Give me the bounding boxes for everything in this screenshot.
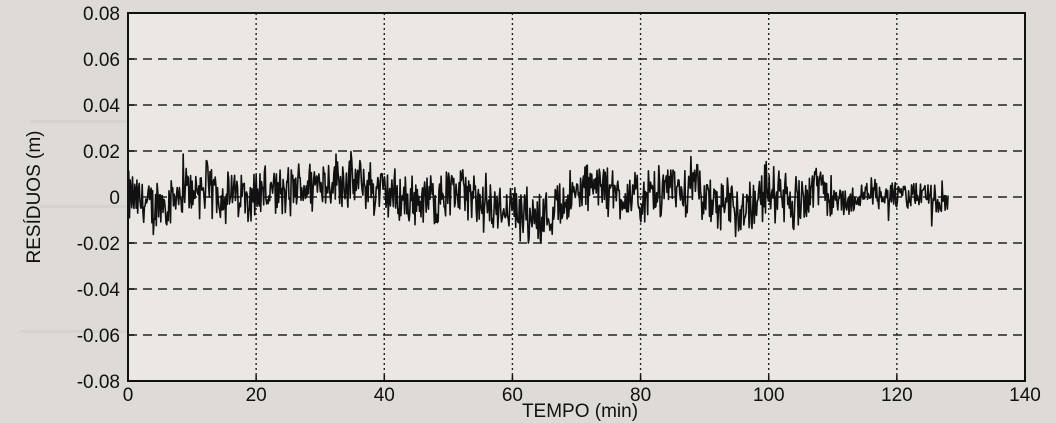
y-tick-label: -0.02: [77, 234, 120, 255]
x-axis-label: TEMPO (min): [522, 401, 638, 422]
x-tick-label: 0: [123, 385, 134, 406]
y-tick-label: -0.04: [77, 280, 121, 301]
x-tick-label: 60: [502, 385, 523, 406]
residual-series-line: [127, 150, 949, 244]
y-tick-label: -0.08: [77, 372, 120, 393]
x-tick-label: 100: [753, 385, 785, 406]
x-tick-label: 120: [881, 385, 913, 406]
y-tick-label: 0.06: [83, 50, 120, 71]
x-tick-label: 80: [630, 385, 651, 406]
y-tick-label: 0.04: [83, 96, 120, 117]
x-tick-label: 20: [246, 385, 267, 406]
grid-lines: [128, 13, 1025, 381]
y-axis-label: RESÍDUOS (m): [24, 131, 45, 264]
x-tick-label: 140: [1009, 385, 1041, 406]
y-tick-label: -0.06: [77, 326, 120, 347]
y-tick-label: 0.02: [83, 142, 120, 163]
x-tick-label: 40: [374, 385, 395, 406]
y-axis-ticks: -0.08 -0.06 -0.04 -0.02 0 0.02 0.04 0.06 0.08: [77, 4, 134, 393]
y-tick-label: 0.08: [83, 4, 120, 25]
residual-series: [127, 150, 949, 244]
y-tick-label: 0: [109, 188, 120, 209]
x-axis-ticks: 0 20 40 60 80 100 120 140: [123, 375, 1041, 406]
